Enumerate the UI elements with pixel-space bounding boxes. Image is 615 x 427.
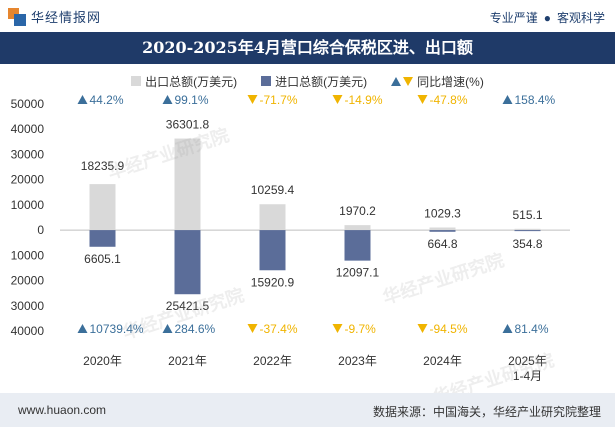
brand-logo-icon: [8, 7, 26, 26]
slogan-separator: ●: [543, 11, 551, 25]
x-category-label: 2023年: [338, 354, 377, 368]
import-bar: [429, 230, 456, 232]
x-category-label: 2022年: [253, 354, 292, 368]
export-value-label: 18235.9: [81, 159, 125, 173]
export-value-label: 36301.8: [166, 118, 210, 132]
footer: www.huaon.com 数据来源：中国海关，华经产业研究院整理: [0, 393, 615, 427]
import-value-label: 12097.1: [336, 266, 380, 280]
legend-swatch-export: [131, 76, 142, 86]
export-growth-label: 44.2%: [90, 93, 124, 107]
legend-label-growth: 同比增速(%): [417, 74, 484, 89]
y-tick-label: 30000: [11, 299, 45, 313]
growth-up-marker: [162, 324, 173, 333]
title-bar: 2020-2025年4月营口综合保税区进、出口额: [0, 32, 615, 64]
export-growth-label: 158.4%: [515, 93, 556, 107]
growth-up-marker: [77, 324, 88, 333]
chart-title: 2020-2025年4月营口综合保税区进、出口额: [142, 38, 473, 57]
top-bar: 华经情报网 专业严谨 ● 客观科学: [0, 0, 615, 32]
footer-site-link[interactable]: www.huaon.com: [18, 403, 107, 417]
import-bar: [259, 230, 286, 271]
import-bar: [344, 230, 371, 261]
footer-source: 数据来源：中国海关，华经产业研究院整理: [372, 405, 601, 419]
legend-swatch-import: [261, 76, 272, 86]
export-value-label: 1029.3: [424, 207, 461, 221]
x-category-label: 1-4月: [513, 369, 542, 383]
y-tick-label: 0: [37, 223, 44, 237]
y-tick-label: 30000: [11, 147, 45, 161]
chart-legend: 出口总额(万美元) 进口总额(万美元) 同比增速(%): [0, 72, 615, 90]
legend-item-growth[interactable]: 同比增速(%): [391, 72, 484, 90]
x-category-label: 2024年: [423, 354, 462, 368]
export-value-label: 10259.4: [251, 183, 295, 197]
x-category-label: 2025年: [508, 354, 547, 368]
import-value-label: 15920.9: [251, 275, 295, 289]
export-bar: [344, 225, 371, 231]
export-growth-label: 99.1%: [175, 93, 209, 107]
import-growth-label: -9.7%: [345, 322, 377, 336]
export-value-label: 1970.2: [339, 204, 376, 218]
import-bar: [174, 230, 201, 295]
import-value-label: 664.8: [427, 237, 457, 251]
import-growth-label: 284.6%: [175, 322, 216, 336]
up-down-triangle-icon: [391, 77, 414, 86]
growth-down-marker: [247, 324, 258, 333]
y-tick-label: 10000: [11, 248, 45, 262]
slogan-left: 专业严谨: [489, 11, 538, 25]
y-tick-label: 20000: [11, 173, 45, 187]
growth-down-marker: [247, 95, 258, 104]
growth-up-marker: [77, 95, 88, 104]
chart-plot: 50000 40000 30000 20000 10000 0 10000 20000 3000…: [11, 93, 570, 383]
import-value-label: 6605.1: [84, 252, 121, 266]
growth-down-marker: [417, 95, 428, 104]
export-bar: [174, 138, 201, 231]
legend-label-import: 进口总额(万美元): [275, 74, 368, 89]
y-tick-label: 20000: [11, 274, 45, 288]
growth-down-marker: [332, 95, 343, 104]
export-growth-label: -14.9%: [345, 93, 383, 107]
growth-up-marker: [162, 95, 173, 104]
slogan-right: 客观科学: [556, 11, 605, 25]
y-tick-label: 40000: [11, 122, 45, 136]
export-bar: [259, 204, 286, 231]
growth-up-marker: [502, 324, 513, 333]
slogan: 专业严谨 ● 客观科学: [490, 9, 605, 26]
legend-item-import[interactable]: 进口总额(万美元): [261, 72, 367, 90]
brand-name: 华经情报网: [31, 10, 102, 25]
growth-down-marker: [332, 324, 343, 333]
import-value-label: 354.8: [512, 237, 542, 251]
import-growth-label: -94.5%: [430, 322, 468, 336]
legend-label-export: 出口总额(万美元): [145, 74, 238, 89]
import-bar: [89, 230, 116, 247]
x-category-label: 2020年: [83, 354, 122, 368]
y-tick-label: 50000: [11, 97, 45, 111]
import-growth-label: 10739.4%: [90, 322, 144, 336]
import-growth-label: -37.4%: [260, 322, 298, 336]
export-value-label: 515.1: [512, 208, 542, 222]
export-growth-label: -71.7%: [260, 93, 298, 107]
export-bar: [429, 227, 456, 231]
growth-down-marker: [417, 324, 428, 333]
import-growth-label: 81.4%: [515, 322, 549, 336]
legend-item-export[interactable]: 出口总额(万美元): [131, 72, 237, 90]
import-bar: [514, 230, 541, 232]
export-bar: [89, 184, 116, 231]
y-tick-label: 10000: [11, 198, 45, 212]
import-value-label: 25421.5: [166, 299, 210, 313]
growth-up-marker: [502, 95, 513, 104]
legend-growth-markers: [391, 76, 414, 86]
y-tick-label: 40000: [11, 324, 45, 338]
brand[interactable]: 华经情报网: [8, 7, 101, 26]
x-category-label: 2021年: [168, 354, 207, 368]
export-bar: [514, 228, 541, 231]
export-growth-label: -47.8%: [430, 93, 468, 107]
